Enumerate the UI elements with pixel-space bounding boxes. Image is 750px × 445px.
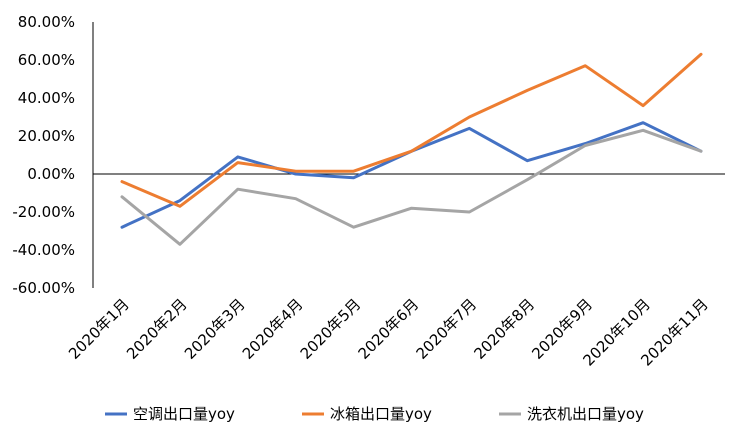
series-line-2 [120,128,703,246]
series-lines [120,52,703,246]
legend-label: 冰箱出口量yoy [330,405,432,423]
y-tick-label: 20.00% [18,127,75,145]
axes [92,22,725,288]
x-tick-label: 2020年3月 [181,295,249,363]
x-tick-label: 2020年8月 [470,295,538,363]
y-tick-label: 0.00% [27,165,75,183]
legend: 空调出口量yoy 冰箱出口量yoy 洗衣机出口量yoy [105,405,644,423]
y-tick-label: 60.00% [18,51,75,69]
y-tick-label: 40.00% [18,89,75,107]
y-tick-label: -60.00% [12,279,75,297]
y-axis-ticks: 80.00% 60.00% 40.00% 20.00% 0.00% -20.00% -40.… [12,13,75,297]
x-tick-label: 2020年7月 [413,295,481,363]
x-tick-label: 2020年1月 [65,295,133,363]
y-tick-label: -40.00% [12,241,75,259]
x-tick-label: 2020年4月 [239,295,307,363]
x-tick-label: 2020年2月 [123,295,191,363]
x-tick-label: 2020年5月 [297,295,365,363]
y-tick-label: 80.00% [18,13,75,31]
x-tick-label: 2020年6月 [355,295,423,363]
x-axis-ticks: 2020年1月2020年2月2020年3月2020年4月2020年5月2020年… [65,295,712,369]
legend-label: 洗衣机出口量yoy [527,405,644,423]
legend-label: 空调出口量yoy [133,405,235,423]
y-tick-label: -20.00% [12,203,75,221]
series-line-1 [120,52,703,208]
